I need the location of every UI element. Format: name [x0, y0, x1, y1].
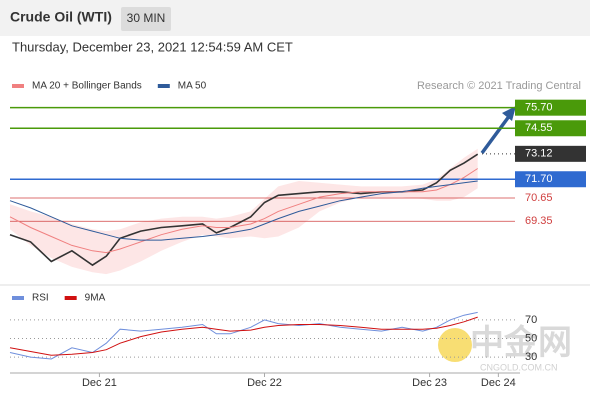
level-label: 69.35 — [525, 215, 553, 227]
legend-swatch — [64, 296, 77, 300]
level-box — [515, 145, 586, 162]
level-box — [515, 99, 586, 116]
x-tick-label: Dec 21 — [82, 377, 117, 389]
legend-swatch — [12, 296, 24, 300]
level-label: 71.70 — [525, 173, 553, 185]
y-tick-label: 30 — [525, 351, 537, 363]
timestamp: Thursday, December 23, 2021 12:54:59 AM … — [12, 39, 293, 54]
legend-label: 9MA — [85, 293, 106, 304]
level-label: 70.65 — [525, 192, 553, 204]
watermark-logo: 中金网 — [470, 323, 572, 362]
legend-label: RSI — [32, 293, 49, 304]
x-tick-label: Dec 22 — [247, 377, 282, 389]
interval: 30 MIN — [127, 11, 166, 25]
series-line — [9, 180, 478, 241]
source: Research © 2021 Trading Central — [417, 80, 581, 92]
series-line — [9, 311, 478, 360]
level-box — [515, 171, 586, 188]
level-label: 74.55 — [525, 122, 553, 134]
watermark-icon — [438, 328, 472, 362]
forecast-arrowhead — [502, 106, 516, 121]
legend-swatch — [12, 84, 24, 88]
y-tick-label: 50 — [525, 332, 537, 344]
header-bar — [0, 0, 590, 36]
legend-label: MA 20 + Bollinger Bands — [32, 81, 142, 92]
series-line — [9, 153, 479, 267]
watermark-site: CNGOLD.COM.CN — [480, 362, 558, 372]
y-tick-label: 70 — [525, 314, 537, 326]
instrument: Crude Oil (WTI) — [10, 9, 112, 25]
legend-label: MA 50 — [178, 81, 207, 92]
bollinger-band — [10, 148, 478, 275]
level-box — [515, 120, 586, 137]
x-tick-label: Dec 24 — [481, 377, 516, 389]
series-line — [9, 316, 478, 356]
forecast-arrow — [480, 113, 512, 155]
interval-badge[interactable] — [121, 7, 171, 31]
x-tick-label: Dec 23 — [412, 377, 447, 389]
level-label: 73.12 — [525, 148, 553, 160]
series-line — [9, 168, 478, 254]
legend-swatch — [157, 84, 170, 88]
level-label: 75.70 — [525, 102, 553, 114]
